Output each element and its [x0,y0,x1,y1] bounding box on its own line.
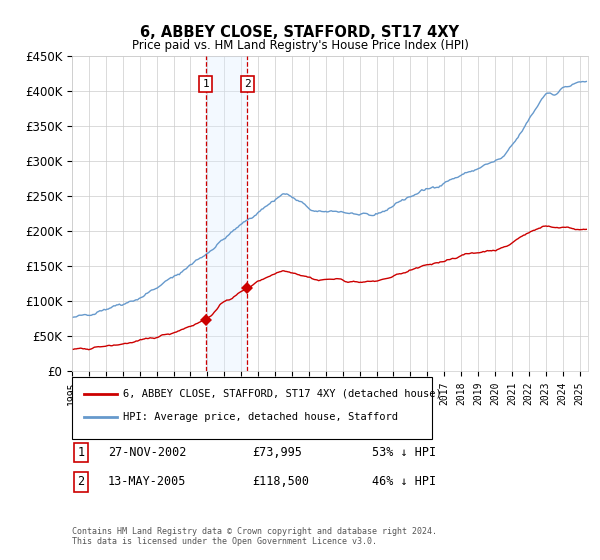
Text: HPI: Average price, detached house, Stafford: HPI: Average price, detached house, Staf… [123,412,398,422]
Text: Contains HM Land Registry data © Crown copyright and database right 2024.
This d: Contains HM Land Registry data © Crown c… [72,526,437,546]
Text: 53% ↓ HPI: 53% ↓ HPI [372,446,436,459]
Text: £73,995: £73,995 [252,446,302,459]
Text: 1: 1 [77,446,85,459]
Text: 6, ABBEY CLOSE, STAFFORD, ST17 4XY: 6, ABBEY CLOSE, STAFFORD, ST17 4XY [140,25,460,40]
Text: Price paid vs. HM Land Registry's House Price Index (HPI): Price paid vs. HM Land Registry's House … [131,39,469,52]
Text: 2: 2 [77,475,85,488]
Text: £118,500: £118,500 [252,475,309,488]
Text: 13-MAY-2005: 13-MAY-2005 [108,475,187,488]
Text: 2: 2 [244,79,251,89]
Text: 1: 1 [202,79,209,89]
Text: 6, ABBEY CLOSE, STAFFORD, ST17 4XY (detached house): 6, ABBEY CLOSE, STAFFORD, ST17 4XY (deta… [123,389,442,399]
Text: 27-NOV-2002: 27-NOV-2002 [108,446,187,459]
Bar [206,56,247,371]
Text: 46% ↓ HPI: 46% ↓ HPI [372,475,436,488]
